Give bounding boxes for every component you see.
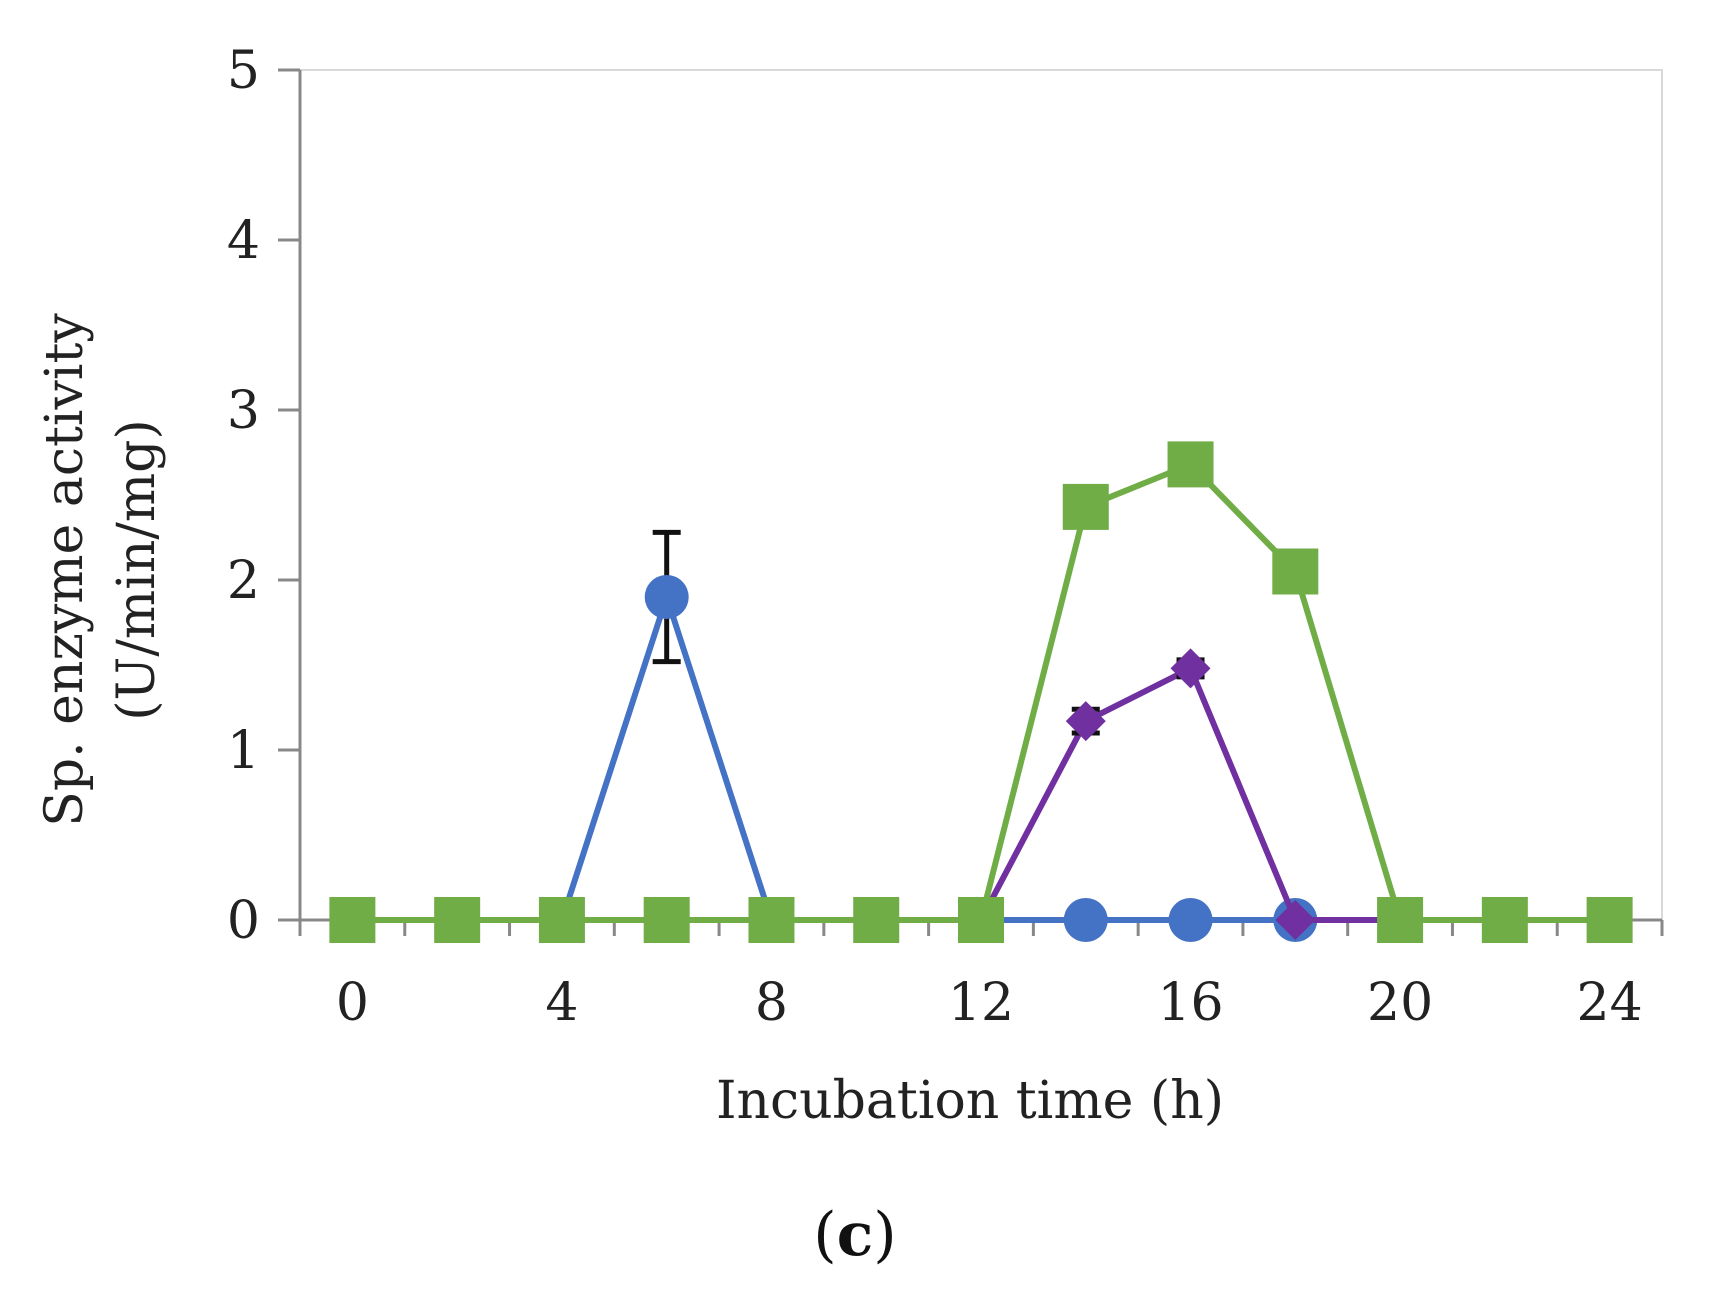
panel-label: (c): [813, 1200, 897, 1270]
x-tick-label: 0: [336, 973, 369, 1033]
green-squares-point: [329, 897, 376, 943]
x-tick-label: 16: [1157, 973, 1223, 1033]
x-tick-label: 12: [948, 973, 1014, 1033]
x-tick-label: 8: [755, 973, 788, 1033]
green-squares-point: [748, 897, 795, 943]
purple-diamonds-point: [1170, 648, 1211, 689]
panel-letter: c: [836, 1200, 874, 1270]
green-squares-point: [538, 897, 585, 943]
y-tick-label: 3: [227, 381, 260, 441]
green-squares-line: [352, 461, 1610, 923]
y-axis-title-line2: (U/min/mg): [107, 419, 167, 720]
plot-frame: [299, 69, 1663, 921]
y-tick-label: 2: [227, 551, 260, 611]
purple-diamonds-point: [1275, 900, 1316, 940]
y-axis-title: Sp. enzyme activity (U/min/mg): [35, 313, 167, 827]
green-squares-point: [1167, 441, 1214, 488]
green-squares-series: [329, 441, 1633, 943]
green-squares-point: [1272, 548, 1319, 595]
purple-diamonds-line: [352, 665, 1610, 923]
series-layer: [329, 441, 1633, 943]
y-tick-label: 5: [227, 41, 260, 101]
green-squares-point: [434, 897, 481, 943]
blue-circles-line: [352, 594, 1610, 923]
green-squares-point: [1481, 897, 1528, 943]
x-tick-label: 20: [1367, 973, 1433, 1033]
blue-circles-point: [644, 575, 689, 619]
blue-circles-series: [330, 529, 1632, 942]
blue-circles-point: [1168, 898, 1213, 942]
y-tick-label: 4: [227, 211, 260, 271]
y-tick-label: 1: [227, 721, 260, 781]
blue-circles-point: [1063, 898, 1108, 942]
x-tick-label: 4: [545, 973, 578, 1033]
y-axis-title-line1: Sp. enzyme activity: [35, 313, 95, 827]
x-tick-label: 24: [1577, 973, 1643, 1033]
green-squares-point: [1377, 897, 1424, 943]
green-squares-point: [1062, 483, 1109, 530]
green-squares-point: [643, 897, 690, 943]
x-axis-title: Incubation time (h): [716, 1071, 1224, 1131]
green-squares-point: [958, 897, 1004, 943]
y-tick-label: 0: [227, 891, 260, 951]
green-squares-point: [1586, 897, 1633, 943]
green-squares-point: [853, 897, 900, 943]
purple-diamonds-series: [332, 648, 1630, 940]
purple-diamonds-point: [1065, 701, 1106, 742]
